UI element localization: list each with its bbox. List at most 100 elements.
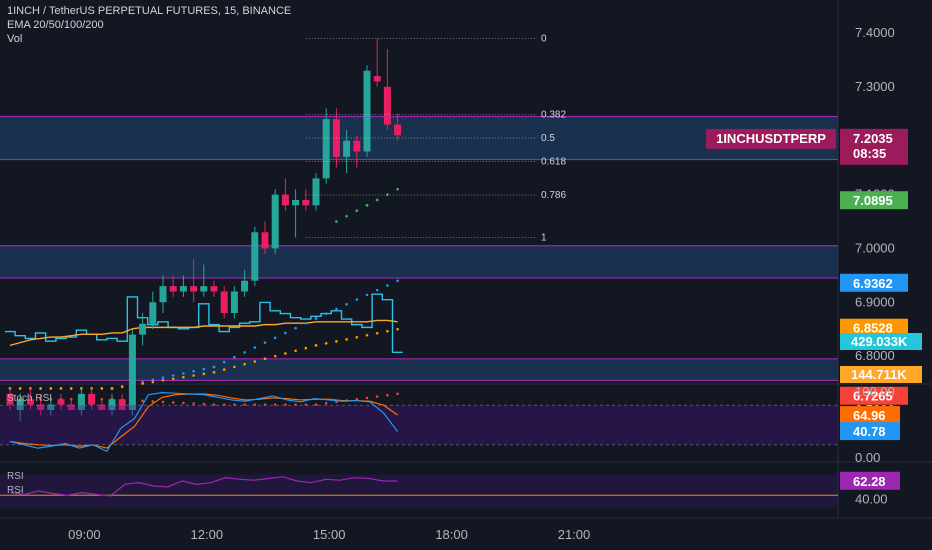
ema50-dot bbox=[396, 279, 399, 283]
ema100-dot bbox=[69, 387, 73, 390]
ema100-dot bbox=[212, 371, 216, 374]
last-price-value: 7.2035 bbox=[853, 131, 893, 146]
symbol-legend[interactable]: 1INCH / TetherUS PERPETUAL FUTURES, 15, … bbox=[7, 5, 292, 17]
ema100-dot bbox=[171, 377, 175, 381]
ema50-dot bbox=[365, 293, 369, 297]
ema100-dot bbox=[151, 380, 155, 384]
ema-price-tag bbox=[840, 273, 908, 292]
ema100-dot bbox=[253, 360, 257, 363]
stoch-k-value: 40.78 bbox=[853, 424, 886, 439]
ema100-dot bbox=[141, 382, 144, 385]
ema100-dot bbox=[202, 372, 206, 376]
ema100-dot bbox=[49, 387, 53, 390]
ema50-dot bbox=[161, 376, 165, 379]
candle-body bbox=[230, 291, 238, 314]
stoch-tick-label: 100.00 bbox=[855, 384, 895, 399]
rsi-tick-label: 40.00 bbox=[855, 491, 888, 506]
ema100-dot bbox=[324, 342, 328, 345]
ema100-dot bbox=[192, 374, 195, 377]
ema50-dot bbox=[345, 303, 348, 306]
fib-level-label: 0.786 bbox=[541, 190, 566, 201]
ema200-dot bbox=[324, 401, 328, 405]
candle-body bbox=[47, 404, 55, 410]
ema100-dot bbox=[304, 346, 308, 350]
ema20-dot bbox=[375, 198, 379, 202]
ema200-dot bbox=[355, 397, 359, 401]
candle-body bbox=[108, 399, 116, 410]
ema100-dot bbox=[335, 340, 338, 343]
rsi-label-2[interactable]: RSI bbox=[7, 485, 24, 496]
ema100-dot bbox=[365, 333, 369, 337]
ema50-dot bbox=[243, 351, 246, 354]
volume-ma-line bbox=[9, 319, 398, 347]
candle-body bbox=[312, 178, 320, 206]
ema200-dot bbox=[396, 392, 399, 396]
ema50-dot bbox=[304, 321, 308, 325]
ema50-dot bbox=[151, 378, 155, 382]
ema100-dot bbox=[100, 387, 104, 390]
candle-body bbox=[281, 194, 289, 206]
price-tick-label: 7.0000 bbox=[855, 240, 895, 255]
countdown-value: 08:35 bbox=[853, 146, 886, 161]
ema-price-value: 6.7265 bbox=[853, 389, 893, 404]
ema200-dot bbox=[192, 402, 195, 405]
ema100-dot bbox=[120, 385, 124, 389]
time-tick-label: 12:00 bbox=[191, 527, 224, 542]
ema200-dot bbox=[171, 401, 175, 404]
rsi-value: 62.28 bbox=[853, 474, 886, 489]
fib-level-label: 1 bbox=[541, 233, 547, 244]
candle-body bbox=[88, 393, 96, 405]
ema50-dot bbox=[335, 307, 338, 311]
ema100-dot bbox=[355, 335, 359, 339]
ema-price-value: 6.9362 bbox=[853, 276, 893, 291]
ema50-dot bbox=[324, 312, 328, 316]
ema50-dot bbox=[233, 355, 236, 359]
rsi-band bbox=[0, 474, 838, 508]
ema100-dot bbox=[345, 338, 348, 341]
stoch-rsi-label[interactable]: Stoch RSI bbox=[7, 393, 53, 404]
fib-level-label: 0.382 bbox=[541, 110, 566, 121]
ema100-dot bbox=[273, 354, 277, 358]
ema20-dot bbox=[365, 204, 369, 207]
stoch-d-tag bbox=[840, 406, 900, 425]
volume-tag bbox=[840, 333, 922, 350]
ema200-dot bbox=[314, 403, 318, 406]
ema100-dot bbox=[39, 387, 42, 390]
ema50-dot bbox=[253, 346, 257, 349]
ema100-dot bbox=[396, 327, 399, 331]
time-tick-label: 18:00 bbox=[435, 527, 468, 542]
fib-level-label: 0.618 bbox=[541, 157, 566, 168]
ema20-dot bbox=[335, 220, 338, 223]
volume-legend[interactable]: Vol bbox=[7, 33, 23, 45]
last-price-tag bbox=[840, 128, 908, 165]
candle-body bbox=[67, 404, 75, 410]
rsi-label-1[interactable]: RSI bbox=[7, 471, 24, 482]
ema200-dot bbox=[141, 399, 144, 403]
candle-body bbox=[139, 323, 147, 335]
ema200-dot bbox=[365, 396, 369, 400]
price-tick-label: 6.9000 bbox=[855, 294, 895, 309]
ema-legend[interactable]: EMA 20/50/100/200 bbox=[7, 19, 104, 31]
ema50-dot bbox=[263, 341, 267, 344]
candle-body bbox=[383, 86, 391, 125]
candle-body bbox=[373, 76, 381, 82]
ema100-dot bbox=[59, 387, 63, 390]
candle-body bbox=[210, 286, 218, 292]
ema100-dot bbox=[182, 375, 185, 379]
ema200-dot bbox=[386, 393, 389, 397]
ema100-dot bbox=[18, 387, 22, 390]
fib-level-label: 0.5 bbox=[541, 133, 555, 144]
candle-body bbox=[322, 119, 330, 179]
candle-body bbox=[271, 194, 279, 249]
candle-body bbox=[16, 399, 24, 410]
time-tick-label: 09:00 bbox=[68, 527, 101, 542]
volume-ma-value: 144.711K bbox=[851, 367, 907, 382]
candle-body bbox=[169, 286, 177, 292]
candle-body bbox=[251, 232, 259, 281]
ema200-dot bbox=[151, 400, 155, 403]
candle-body bbox=[149, 302, 157, 324]
ema200-dot bbox=[161, 400, 165, 404]
candle-body bbox=[98, 404, 106, 410]
candle-body bbox=[394, 124, 402, 136]
